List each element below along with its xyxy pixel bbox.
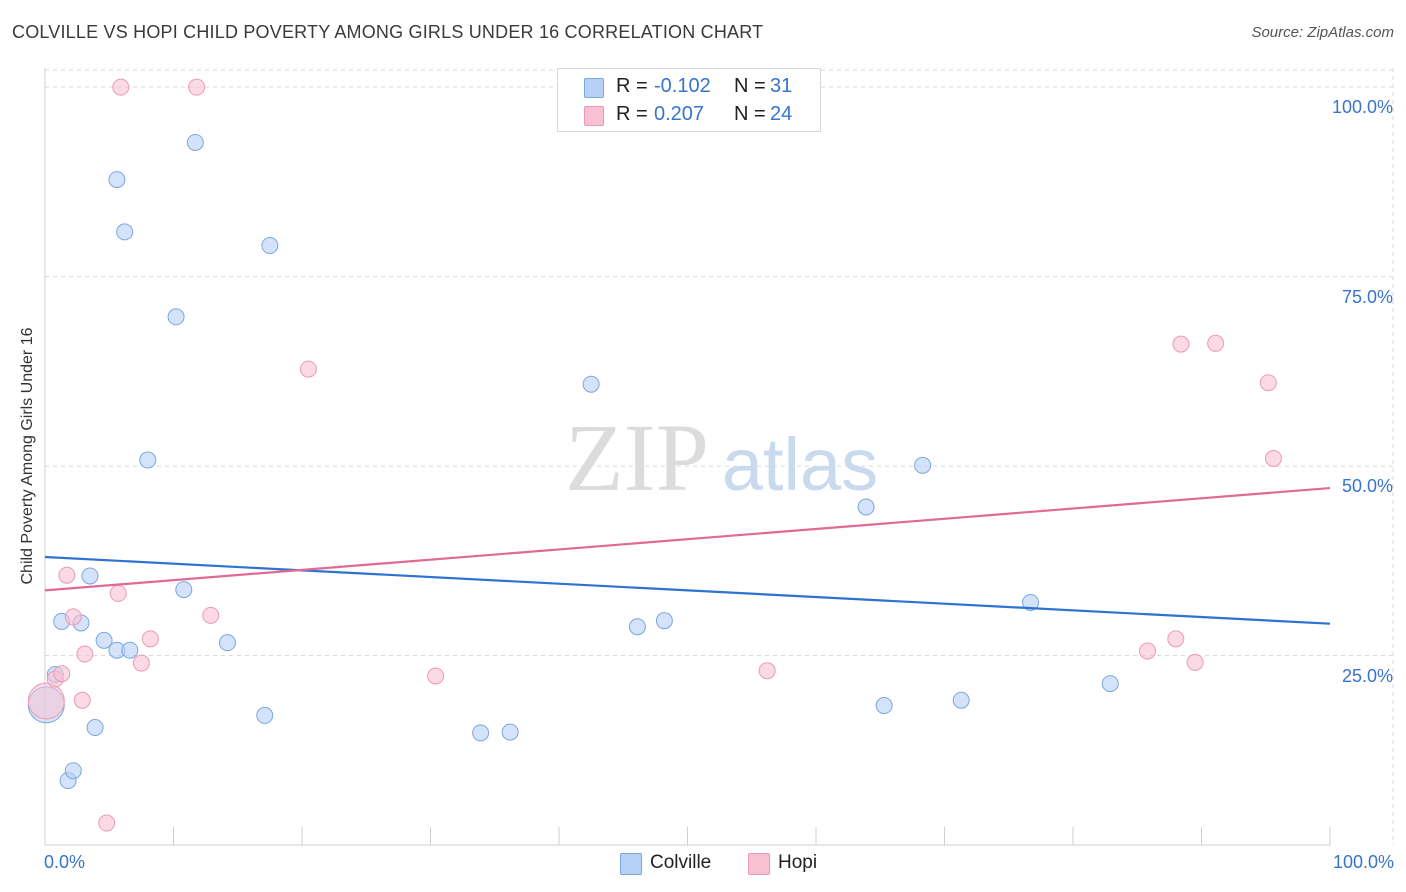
hopi-point xyxy=(1172,335,1190,353)
hopi-point xyxy=(427,667,445,685)
hopi-point xyxy=(112,78,130,96)
y-tick-label: 25.0% xyxy=(1341,665,1393,686)
colville-point xyxy=(64,762,82,780)
colville-point xyxy=(628,618,646,636)
hopi-point xyxy=(299,360,317,378)
legend-row-colville: R = -0.102 N = 31 xyxy=(558,72,820,100)
x-tick-label-max: 100.0% xyxy=(1332,852,1394,872)
grid-lines xyxy=(45,68,1395,845)
hopi-point xyxy=(1167,630,1185,648)
colville-point xyxy=(95,631,113,649)
hopi-point xyxy=(58,566,76,584)
colville-legend-label: Colville xyxy=(650,852,712,873)
hopi-point xyxy=(53,665,71,683)
colville-point xyxy=(655,612,673,630)
hopi-n-label: N = xyxy=(734,103,766,125)
hopi-trend-line xyxy=(44,486,1331,592)
hopi-point xyxy=(1264,450,1282,467)
colville-point xyxy=(952,691,970,709)
colville-point xyxy=(501,723,519,741)
series-legend: Colville Hopi xyxy=(0,852,1406,878)
hopi-point xyxy=(98,814,116,832)
hopi-legend-swatch xyxy=(748,853,770,875)
trend-lines xyxy=(44,486,1331,625)
colville-point xyxy=(81,567,99,585)
colville-r-value: -0.102 xyxy=(654,75,711,97)
x-tick-label-min: 0.0% xyxy=(44,852,86,872)
colville-swatch xyxy=(584,78,604,98)
colville-point xyxy=(175,581,193,599)
watermark-atlas: atlas xyxy=(722,423,878,506)
hopi-point xyxy=(132,654,150,672)
colville-point xyxy=(857,498,875,516)
colville-point xyxy=(472,724,490,742)
colville-n-value: 31 xyxy=(770,75,793,97)
colville-point xyxy=(261,237,279,255)
chart-title: COLVILLE VS HOPI CHILD POVERTY AMONG GIR… xyxy=(12,22,764,42)
colville-trend-line xyxy=(44,555,1331,625)
hopi-point xyxy=(64,608,82,626)
hopi-point xyxy=(1139,642,1157,660)
colville-point xyxy=(256,706,274,724)
legend-row-hopi: R = 0.207 N = 24 xyxy=(558,100,820,128)
y-tick-label: 100.0% xyxy=(1331,97,1393,118)
hopi-point xyxy=(1186,653,1204,671)
y-tick-label: 50.0% xyxy=(1341,476,1393,497)
colville-point xyxy=(86,719,104,737)
hopi-point xyxy=(758,662,776,680)
colville-point xyxy=(218,634,236,652)
colville-point xyxy=(108,171,126,189)
hopi-r-label: R = xyxy=(616,103,648,125)
colville-point xyxy=(914,456,932,474)
colville-point xyxy=(1022,593,1040,611)
correlation-legend: R = -0.102 N = 31 R = 0.207 N = 24 xyxy=(557,68,821,132)
colville-point xyxy=(582,375,600,393)
colville-point xyxy=(167,308,185,326)
colville-point xyxy=(875,697,893,715)
colville-r-label: R = xyxy=(616,75,648,97)
hopi-point xyxy=(73,691,91,709)
hopi-point xyxy=(141,630,159,648)
y-tick-label: 75.0% xyxy=(1341,286,1393,307)
colville-point xyxy=(116,223,134,241)
hopi-point xyxy=(1259,374,1277,392)
colville-n-label: N = xyxy=(734,75,766,97)
watermark: ZIP atlas xyxy=(565,404,878,511)
hopi-points xyxy=(27,78,1282,832)
hopi-point xyxy=(109,584,127,602)
colville-point xyxy=(139,451,157,469)
hopi-point xyxy=(202,606,220,624)
colville-point xyxy=(1101,675,1119,693)
hopi-point xyxy=(1207,334,1225,352)
watermark-zip: ZIP xyxy=(565,404,709,511)
source-label: Source: ZipAtlas.com xyxy=(1251,24,1394,41)
hopi-point xyxy=(27,682,65,720)
hopi-legend-label: Hopi xyxy=(778,852,818,873)
hopi-swatch xyxy=(584,106,604,126)
colville-point xyxy=(121,641,139,659)
colville-point xyxy=(186,133,204,151)
hopi-r-value: 0.207 xyxy=(654,103,705,125)
hopi-point xyxy=(76,645,94,663)
hopi-point xyxy=(188,78,206,96)
colville-legend-swatch xyxy=(620,853,642,875)
hopi-n-value: 24 xyxy=(770,103,793,125)
